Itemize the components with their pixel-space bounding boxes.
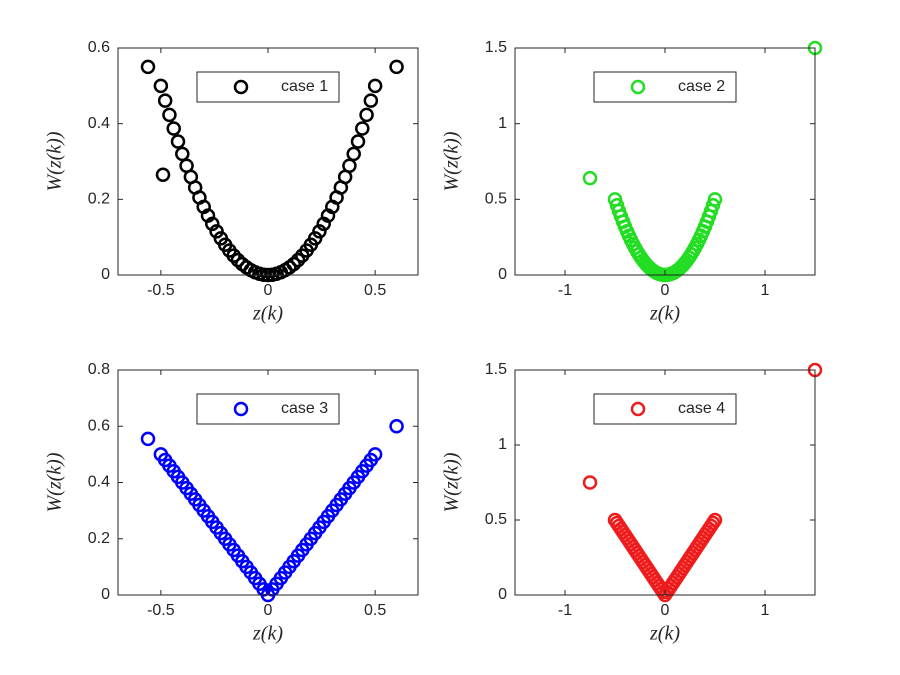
x-tick-label: 0 (264, 282, 273, 299)
point (359, 107, 374, 123)
point (350, 134, 366, 149)
y-axis-label: W(z(k)) (44, 131, 66, 191)
x-tick-label: 0.5 (364, 282, 386, 299)
legend-label: case 3 (281, 400, 328, 417)
x-axis-label: z(k) (252, 303, 283, 325)
x-tick-label: 1 (761, 282, 770, 299)
legend: case 2 (593, 71, 737, 103)
x-tick-label: 1 (761, 602, 770, 619)
x-tick-label: -1 (558, 282, 572, 299)
point (170, 134, 186, 149)
y-tick-label: 0.4 (88, 474, 110, 491)
x-tick-label: 0.5 (364, 602, 386, 619)
x-axis-label: z(k) (252, 623, 283, 645)
point (363, 93, 379, 108)
y-tick-label: 0.4 (88, 115, 110, 132)
x-tick-label: 0 (661, 282, 670, 299)
y-tick-label: 0 (498, 586, 507, 603)
legend-marker (630, 401, 646, 417)
point (230, 252, 246, 268)
y-tick-label: 1.5 (485, 39, 507, 56)
legend-box (196, 71, 340, 103)
point (286, 256, 301, 272)
legend: case 3 (196, 393, 340, 425)
y-axis-label: W(z(k)) (441, 452, 463, 512)
y-axis-label: W(z(k)) (441, 131, 463, 191)
y-axis-label: W(z(k)) (44, 452, 66, 512)
y-tick-label: 1.5 (485, 361, 507, 378)
point (389, 419, 404, 434)
y-tick-label: 0 (101, 586, 110, 603)
y-tick-label: 0.6 (88, 417, 110, 434)
point (582, 170, 598, 186)
point (367, 78, 383, 94)
y-tick-label: 0.8 (88, 361, 110, 378)
legend: case 1 (196, 71, 340, 103)
x-axis-label: z(k) (649, 623, 680, 645)
x-tick-label: 0 (264, 602, 273, 619)
point (312, 224, 327, 239)
legend-box (593, 393, 737, 425)
legend-box (196, 393, 340, 425)
legend: case 4 (593, 393, 737, 425)
point (707, 192, 723, 207)
x-axis-label: z(k) (649, 303, 680, 325)
legend-marker (233, 79, 249, 95)
point (707, 512, 723, 528)
point (155, 167, 171, 182)
y-tick-label: 0.5 (485, 191, 507, 208)
point (153, 78, 169, 94)
point (162, 107, 177, 123)
y-tick-label: 0.2 (88, 191, 110, 208)
point (355, 121, 370, 136)
x-tick-label: -0.5 (147, 282, 175, 299)
x-tick-label: 0 (661, 602, 670, 619)
point (166, 121, 181, 136)
legend-label: case 1 (281, 78, 328, 95)
legend-label: case 2 (678, 78, 725, 95)
point (140, 59, 156, 75)
y-tick-label: 0 (498, 266, 507, 283)
point (205, 216, 220, 232)
y-tick-label: 0.6 (88, 39, 110, 56)
legend-box (593, 71, 737, 103)
y-tick-label: 0.5 (485, 511, 507, 528)
y-tick-label: 0.2 (88, 530, 110, 547)
y-tick-label: 0 (101, 266, 110, 283)
y-tick-label: 1 (498, 115, 507, 132)
point (367, 447, 383, 462)
x-tick-label: -0.5 (147, 602, 175, 619)
point (346, 146, 361, 162)
legend-marker (630, 79, 646, 95)
legend-marker (233, 401, 249, 417)
x-tick-label: -1 (558, 602, 572, 619)
y-tick-label: 1 (498, 436, 507, 453)
point (582, 475, 598, 490)
point (389, 59, 404, 75)
point (157, 93, 173, 108)
point (140, 431, 156, 447)
legend-label: case 4 (678, 400, 725, 417)
